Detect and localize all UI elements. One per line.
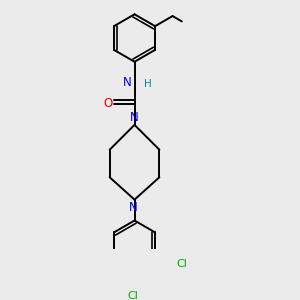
Text: Cl: Cl (176, 259, 187, 269)
Text: N: N (129, 201, 138, 214)
Text: H: H (144, 80, 151, 89)
Text: Cl: Cl (128, 292, 139, 300)
Text: N: N (122, 76, 131, 89)
Text: N: N (130, 111, 139, 124)
Text: O: O (104, 97, 113, 110)
